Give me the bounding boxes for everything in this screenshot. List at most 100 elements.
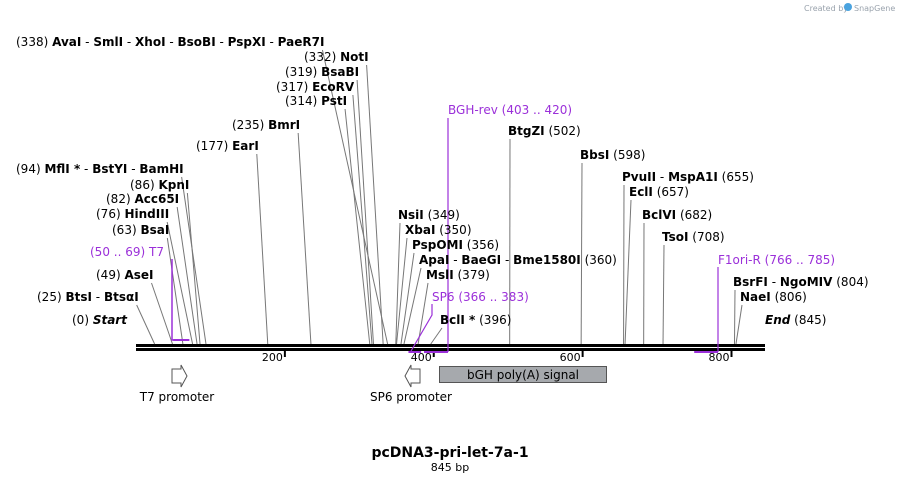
site-connector bbox=[321, 49, 389, 345]
site-connector bbox=[297, 132, 312, 345]
site-label-asei[interactable]: (49) AseI bbox=[96, 268, 154, 282]
site-connector bbox=[186, 192, 201, 345]
enzyme-name: BclI * bbox=[440, 313, 476, 327]
enzyme-name: ApaI bbox=[419, 253, 449, 267]
site-label-avai-smli-xhoi-bsobi-pspxi-paer7i[interactable]: (338) AvaI - SmlI - XhoI - BsoBI - PspXI… bbox=[16, 35, 324, 49]
site-label-btsi-bts-i[interactable]: (25) BtsI - BtsαI bbox=[37, 290, 139, 304]
primer-range: (50 .. 69) bbox=[90, 245, 145, 259]
site-position: (655) bbox=[722, 170, 754, 184]
site-position: (360) bbox=[585, 253, 617, 267]
name-separator: - bbox=[81, 35, 93, 49]
site-position: (502) bbox=[548, 124, 580, 138]
enzyme-name: NaeI bbox=[740, 290, 771, 304]
site-position: (319) bbox=[285, 65, 317, 79]
site-label-tsoi[interactable]: TsoI (708) bbox=[662, 230, 725, 244]
site-label-msli[interactable]: MslI (379) bbox=[426, 268, 490, 282]
site-position: (63) bbox=[112, 223, 137, 237]
enzyme-name: BtsI bbox=[65, 290, 92, 304]
enzyme-name: BstYI bbox=[92, 162, 127, 176]
enzyme-name: BamHI bbox=[139, 162, 183, 176]
site-connector bbox=[396, 237, 408, 345]
site-connector bbox=[181, 176, 207, 345]
site-label-bbsi[interactable]: BbsI (598) bbox=[580, 148, 645, 162]
site-label-nsii[interactable]: NsiI (349) bbox=[398, 208, 460, 222]
primer-marks: (50 .. 69) T7 SP6 (366 .. 383) BGH-rev (40… bbox=[90, 103, 835, 353]
site-label-pvuii-mspa1i[interactable]: PvuII - MspA1I (655) bbox=[622, 170, 754, 184]
primer-label-t7[interactable]: (50 .. 69) T7 bbox=[90, 245, 164, 259]
site-label-start[interactable]: (0) Start bbox=[72, 313, 128, 327]
enzyme-name: BclVI bbox=[642, 208, 676, 222]
enzyme-name: BsoBI bbox=[178, 35, 216, 49]
site-position: (396) bbox=[479, 313, 511, 327]
name-separator: - bbox=[166, 35, 178, 49]
site-connector bbox=[366, 64, 384, 345]
site-label-apai-baegi-bme1580i[interactable]: ApaI - BaeGI - Bme1580I (360) bbox=[419, 253, 617, 267]
site-position: (349) bbox=[428, 208, 460, 222]
enzyme-name: KpnI bbox=[158, 178, 189, 192]
site-position: (25) bbox=[37, 290, 62, 304]
site-label-bsai[interactable]: (63) BsaI bbox=[112, 223, 169, 237]
t7-promoter-arrow-icon[interactable] bbox=[171, 364, 188, 388]
site-label-noti[interactable]: (332) NotI bbox=[304, 50, 369, 64]
site-connector bbox=[176, 206, 198, 345]
site-label-bclvi[interactable]: BclVI (682) bbox=[642, 208, 712, 222]
enzyme-name: AvaI bbox=[52, 35, 81, 49]
enzyme-name: BsaI bbox=[140, 223, 169, 237]
name-separator: - bbox=[266, 35, 278, 49]
enzyme-name: MspA1I bbox=[668, 170, 718, 184]
enzyme-name: PspXI bbox=[228, 35, 266, 49]
site-label-bsrfi-ngomiv[interactable]: BsrFI - NgoMIV (804) bbox=[733, 275, 869, 289]
enzyme-name: BsrFI bbox=[733, 275, 768, 289]
sp6-promoter-arrow-icon[interactable] bbox=[404, 364, 421, 388]
name-separator: - bbox=[216, 35, 228, 49]
site-label-bmri[interactable]: (235) BmrI bbox=[232, 118, 300, 132]
site-position: (49) bbox=[96, 268, 121, 282]
site-position: (94) bbox=[16, 162, 41, 176]
ruler-tick-label: 200 bbox=[262, 351, 283, 364]
site-label-bsabi[interactable]: (319) BsaBI bbox=[285, 65, 359, 79]
name-separator: - bbox=[768, 275, 780, 289]
primer-label-bgh-rev[interactable]: BGH-rev (403 .. 420) bbox=[448, 103, 572, 117]
snapgene-logo-icon bbox=[844, 3, 852, 11]
site-label-psti[interactable]: (314) PstI bbox=[285, 94, 347, 108]
site-label-naei[interactable]: NaeI (806) bbox=[740, 290, 807, 304]
site-label-kpni[interactable]: (86) KpnI bbox=[130, 178, 189, 192]
site-label-ecorv[interactable]: (317) EcoRV bbox=[276, 80, 355, 94]
site-label-xbai[interactable]: XbaI (350) bbox=[405, 223, 472, 237]
site-connector bbox=[352, 94, 373, 345]
site-label-acc65i[interactable]: (82) Acc65I bbox=[106, 192, 179, 206]
enzyme-name: PstI bbox=[321, 94, 347, 108]
ruler-tick-label: 600 bbox=[560, 351, 581, 364]
site-position: (657) bbox=[657, 185, 689, 199]
site-label-bcli[interactable]: BclI * (396) bbox=[440, 313, 511, 327]
primer-name: T7 bbox=[148, 245, 164, 259]
sp6-promoter-label[interactable]: SP6 promoter bbox=[370, 390, 452, 404]
credit-brand: SnapGene bbox=[854, 4, 895, 13]
site-position: (338) bbox=[16, 35, 48, 49]
site-label-btgzi[interactable]: BtgZI (502) bbox=[508, 124, 581, 138]
site-connector bbox=[580, 162, 583, 345]
primer-label-sp6[interactable]: SP6 (366 .. 383) bbox=[432, 290, 529, 304]
polya-signal-label: bGH poly(A) signal bbox=[467, 368, 579, 382]
site-label-eari[interactable]: (177) EarI bbox=[196, 139, 259, 153]
enzyme-name: PaeR7I bbox=[278, 35, 325, 49]
enzyme-name: XhoI bbox=[135, 35, 166, 49]
site-label-mfli-bstyi-bamhi[interactable]: (94) MflI * - BstYI - BamHI bbox=[16, 162, 184, 176]
site-label-hindiii[interactable]: (76) HindIII bbox=[96, 207, 169, 221]
site-position: (177) bbox=[196, 139, 228, 153]
site-label-ecli[interactable]: EclI (657) bbox=[629, 185, 689, 199]
site-connector bbox=[662, 244, 665, 345]
t7-promoter-label[interactable]: T7 promoter bbox=[139, 390, 215, 404]
enzyme-name: Start bbox=[93, 313, 128, 327]
site-connector bbox=[166, 237, 184, 345]
name-separator: - bbox=[92, 290, 104, 304]
enzyme-name: BmrI bbox=[268, 118, 300, 132]
primer-label-f1ori-r[interactable]: F1ori-R (766 .. 785) bbox=[718, 253, 835, 267]
enzyme-name: PspOMI bbox=[412, 238, 463, 252]
site-label-end[interactable]: End (845) bbox=[765, 313, 826, 327]
polya-signal-box[interactable] bbox=[439, 366, 607, 383]
site-label-pspomi[interactable]: PspOMI (356) bbox=[412, 238, 499, 252]
ruler-ticks: 200 400 600 800 bbox=[262, 351, 733, 364]
primer-name: F1ori-R bbox=[718, 253, 761, 267]
